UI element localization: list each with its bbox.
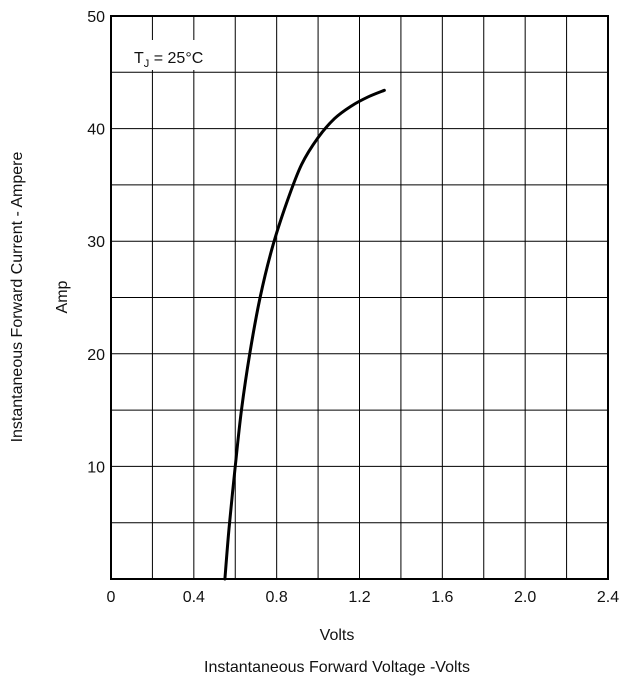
y-tick-label: 40 [87,122,105,139]
plot-frame [110,15,609,580]
annotation-box [126,40,230,70]
y-tick-label: 10 [87,459,105,476]
y-tick-label: 20 [87,347,105,364]
annotation-text: TJ = 25°C [134,50,203,70]
y-tick-label: 50 [87,9,105,26]
x-tick-labels: 0 0.4 0.8 1.2 1.6 2.0 2.4 [107,589,620,606]
x-tick-label: 0 [107,589,116,606]
x-tick-label: 0.8 [266,589,288,606]
x-tick-label: 2.4 [597,589,619,606]
forward-current-curve [223,88,386,581]
temperature-annotation: TJ = 25°C [126,40,230,70]
y-axis-label: Instantaneous Forward Current - Ampere [9,152,26,443]
x-tick-label: 1.6 [431,589,453,606]
x-tick-label: 0.4 [183,589,205,606]
chart-grid [111,16,608,579]
x-axis-label: Volts [320,627,355,644]
x-tick-label: 1.2 [348,589,370,606]
y-axis-secondary-label: Amp [54,280,71,313]
y-tick-labels: 10 20 30 40 50 [87,9,105,476]
series-layer [223,88,386,581]
x-axis-secondary-label: Instantaneous Forward Voltage -Volts [204,659,470,676]
y-tick-label: 30 [87,234,105,251]
x-tick-label: 2.0 [514,589,536,606]
